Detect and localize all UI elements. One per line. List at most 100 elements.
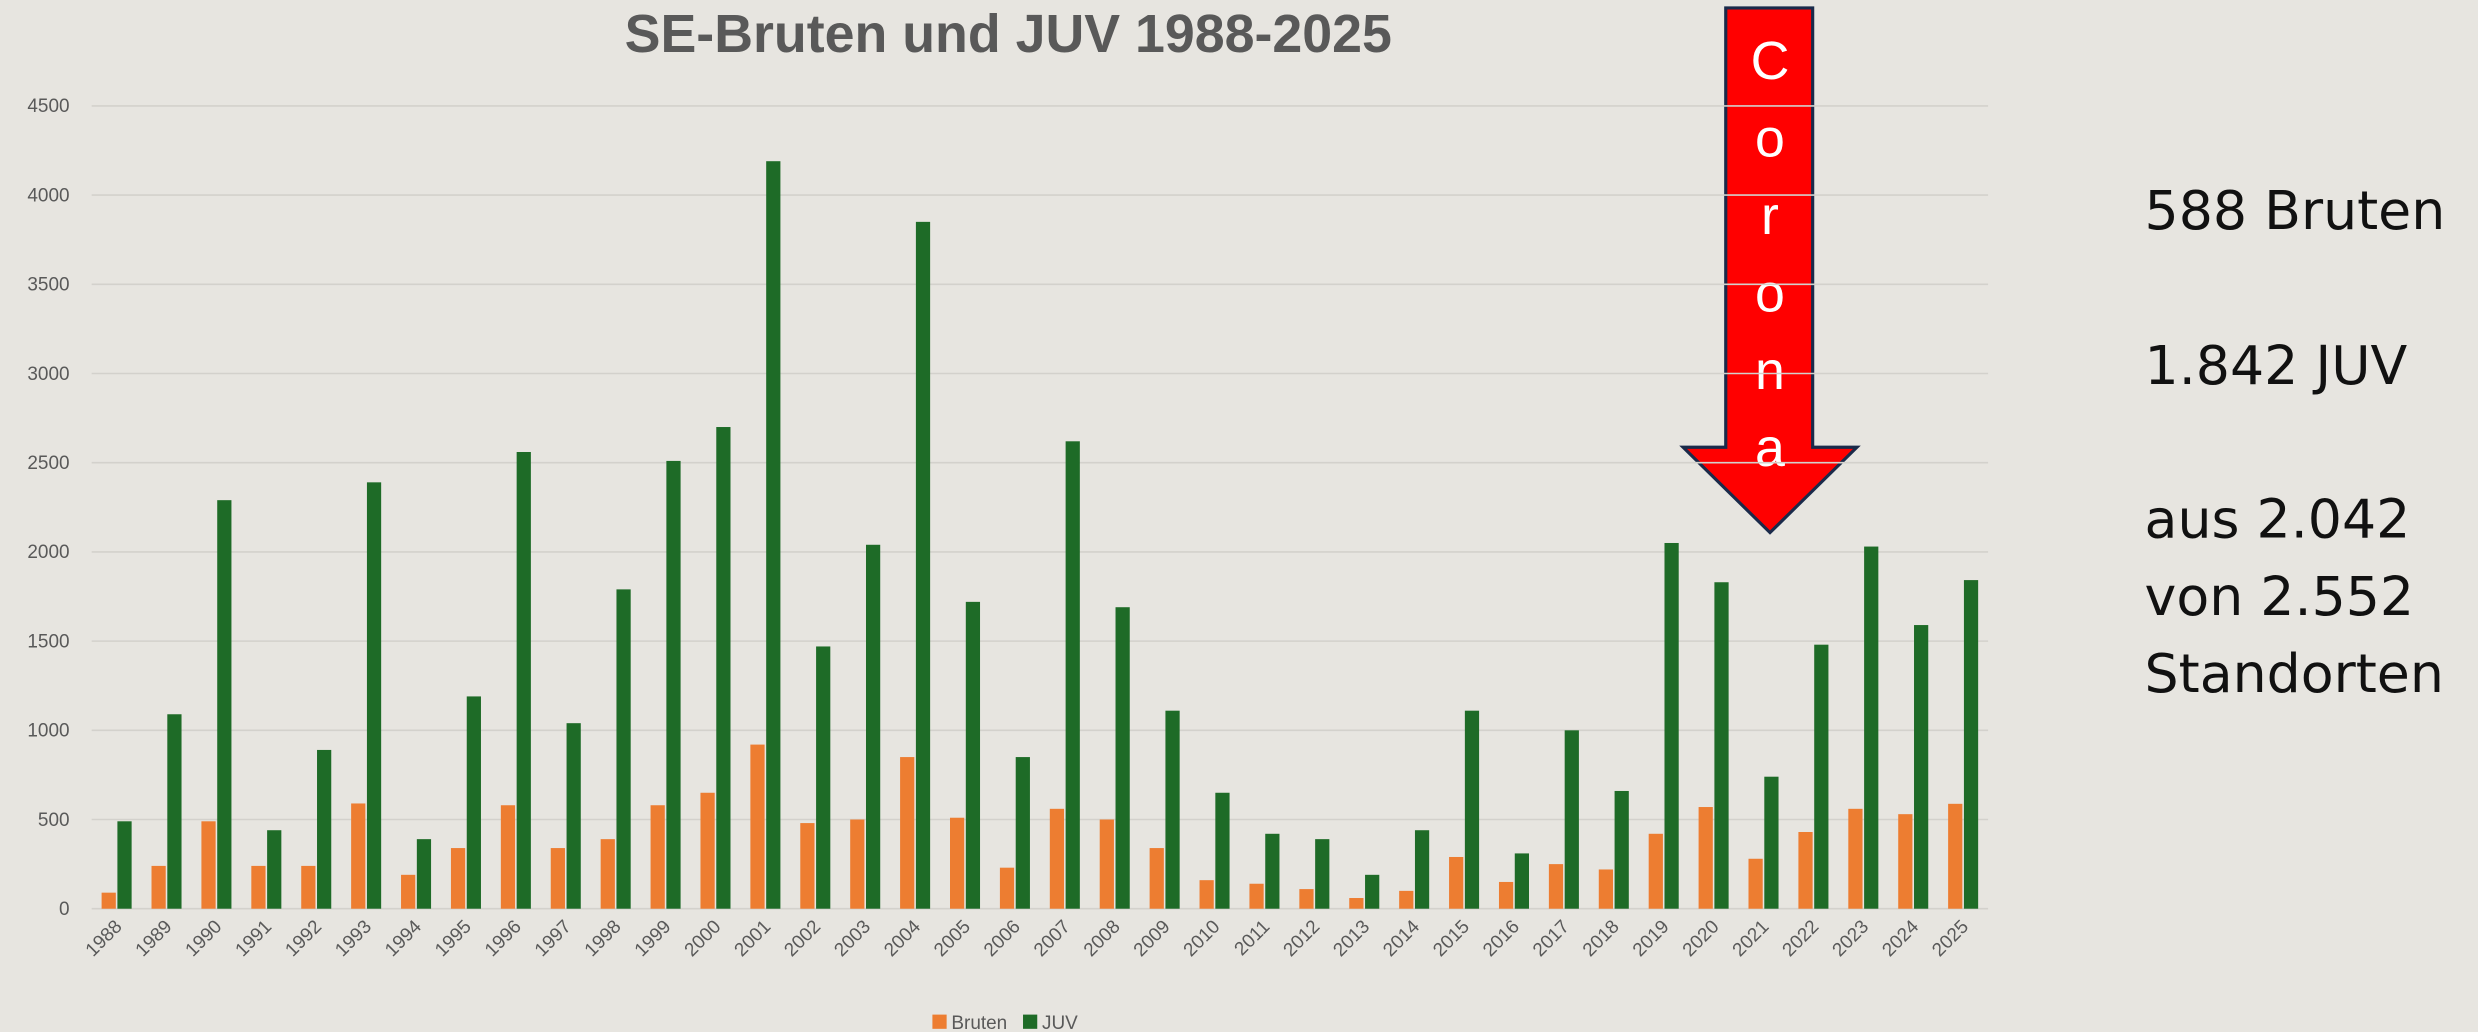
bar: [500, 805, 516, 909]
bar: [1698, 807, 1713, 909]
bar: [351, 803, 366, 909]
bar: [1015, 757, 1030, 909]
bar: [1315, 839, 1330, 909]
bar: [1399, 890, 1414, 909]
bar: [650, 805, 665, 909]
bar: [101, 892, 116, 909]
legend-label: Bruten: [951, 1013, 1007, 1032]
bar: [267, 830, 282, 909]
bar: [117, 821, 132, 909]
bar: [1798, 832, 1813, 909]
side-text: Standorten: [2145, 642, 2444, 705]
bar: [1299, 889, 1314, 909]
bar: [401, 874, 416, 909]
bar: [616, 589, 631, 909]
bar: [1598, 869, 1614, 909]
bar: [1414, 830, 1430, 909]
y-tick-label: 3000: [27, 364, 69, 385]
side-text: 1.842 JUV: [2145, 334, 2408, 397]
y-tick-label: 4500: [27, 96, 69, 117]
y-tick-label: 4000: [27, 185, 69, 206]
bar: [1265, 833, 1280, 909]
bar: [915, 221, 931, 909]
bar: [1514, 853, 1529, 909]
bar: [1564, 730, 1579, 909]
bar: [750, 744, 765, 909]
bar: [1714, 582, 1729, 909]
bar: [1764, 776, 1779, 909]
bar: [965, 601, 981, 909]
bar: [1349, 898, 1364, 909]
bar: [1948, 803, 1963, 909]
bar: [1648, 833, 1663, 909]
bar: [1548, 864, 1564, 909]
bar: [865, 544, 881, 909]
bar: [317, 749, 332, 909]
bar: [600, 839, 615, 909]
bar: [466, 696, 481, 909]
bar: [1099, 819, 1114, 909]
bar: [850, 819, 865, 909]
y-tick-label: 500: [38, 810, 70, 831]
bar: [167, 714, 182, 909]
bar: [566, 723, 581, 909]
bar: [816, 646, 831, 909]
bar: [1963, 580, 1979, 909]
bar: [516, 452, 531, 909]
bar: [416, 839, 432, 909]
bar: [1249, 883, 1264, 909]
bar: [1165, 710, 1180, 909]
bar: [1498, 881, 1514, 909]
bar: [1149, 848, 1164, 909]
bar: [151, 865, 166, 909]
bar: [251, 865, 266, 909]
bar: [366, 482, 382, 909]
bar: [201, 821, 216, 909]
bar: [1449, 856, 1464, 909]
bar: [1898, 814, 1913, 909]
chart-title: SE-Bruten und JUV 1988-2025: [625, 4, 1392, 64]
bar: [1664, 542, 1679, 909]
bar: [1464, 710, 1480, 909]
bar: [217, 500, 232, 909]
bar: [1115, 607, 1130, 909]
y-tick-label: 2500: [27, 453, 69, 474]
bar: [716, 427, 731, 909]
bar: [1914, 625, 1929, 909]
bar: [1065, 441, 1080, 909]
bar: [450, 848, 466, 909]
bar: [766, 161, 781, 909]
bar: [950, 817, 965, 909]
legend-swatch: [932, 1014, 947, 1029]
bar: [999, 867, 1015, 909]
bar: [301, 865, 316, 909]
bar: [550, 848, 565, 909]
y-tick-label: 3500: [27, 275, 69, 296]
bar: [1748, 858, 1763, 909]
corona-arrow: [1679, 6, 1861, 535]
bar: [1365, 874, 1380, 909]
bar: [800, 823, 815, 909]
bar: [1848, 808, 1863, 909]
y-tick-label: 0: [59, 899, 70, 920]
y-tick-label: 2000: [27, 542, 69, 563]
bar: [900, 757, 915, 909]
y-tick-label: 1000: [27, 721, 69, 742]
legend-label: JUV: [1042, 1013, 1078, 1032]
bar: [666, 460, 681, 909]
bar: [1199, 880, 1214, 909]
side-text: von 2.552: [2145, 565, 2415, 628]
bar: [700, 792, 715, 909]
y-tick-label: 1500: [27, 631, 69, 652]
bar: [1614, 790, 1629, 909]
side-text: aus 2.042: [2145, 487, 2411, 550]
bar: [1049, 808, 1065, 909]
side-text: 588 Bruten: [2145, 179, 2446, 242]
bar: [1215, 792, 1230, 909]
legend-swatch: [1023, 1014, 1038, 1029]
bar: [1814, 644, 1829, 909]
bar: [1864, 546, 1879, 909]
